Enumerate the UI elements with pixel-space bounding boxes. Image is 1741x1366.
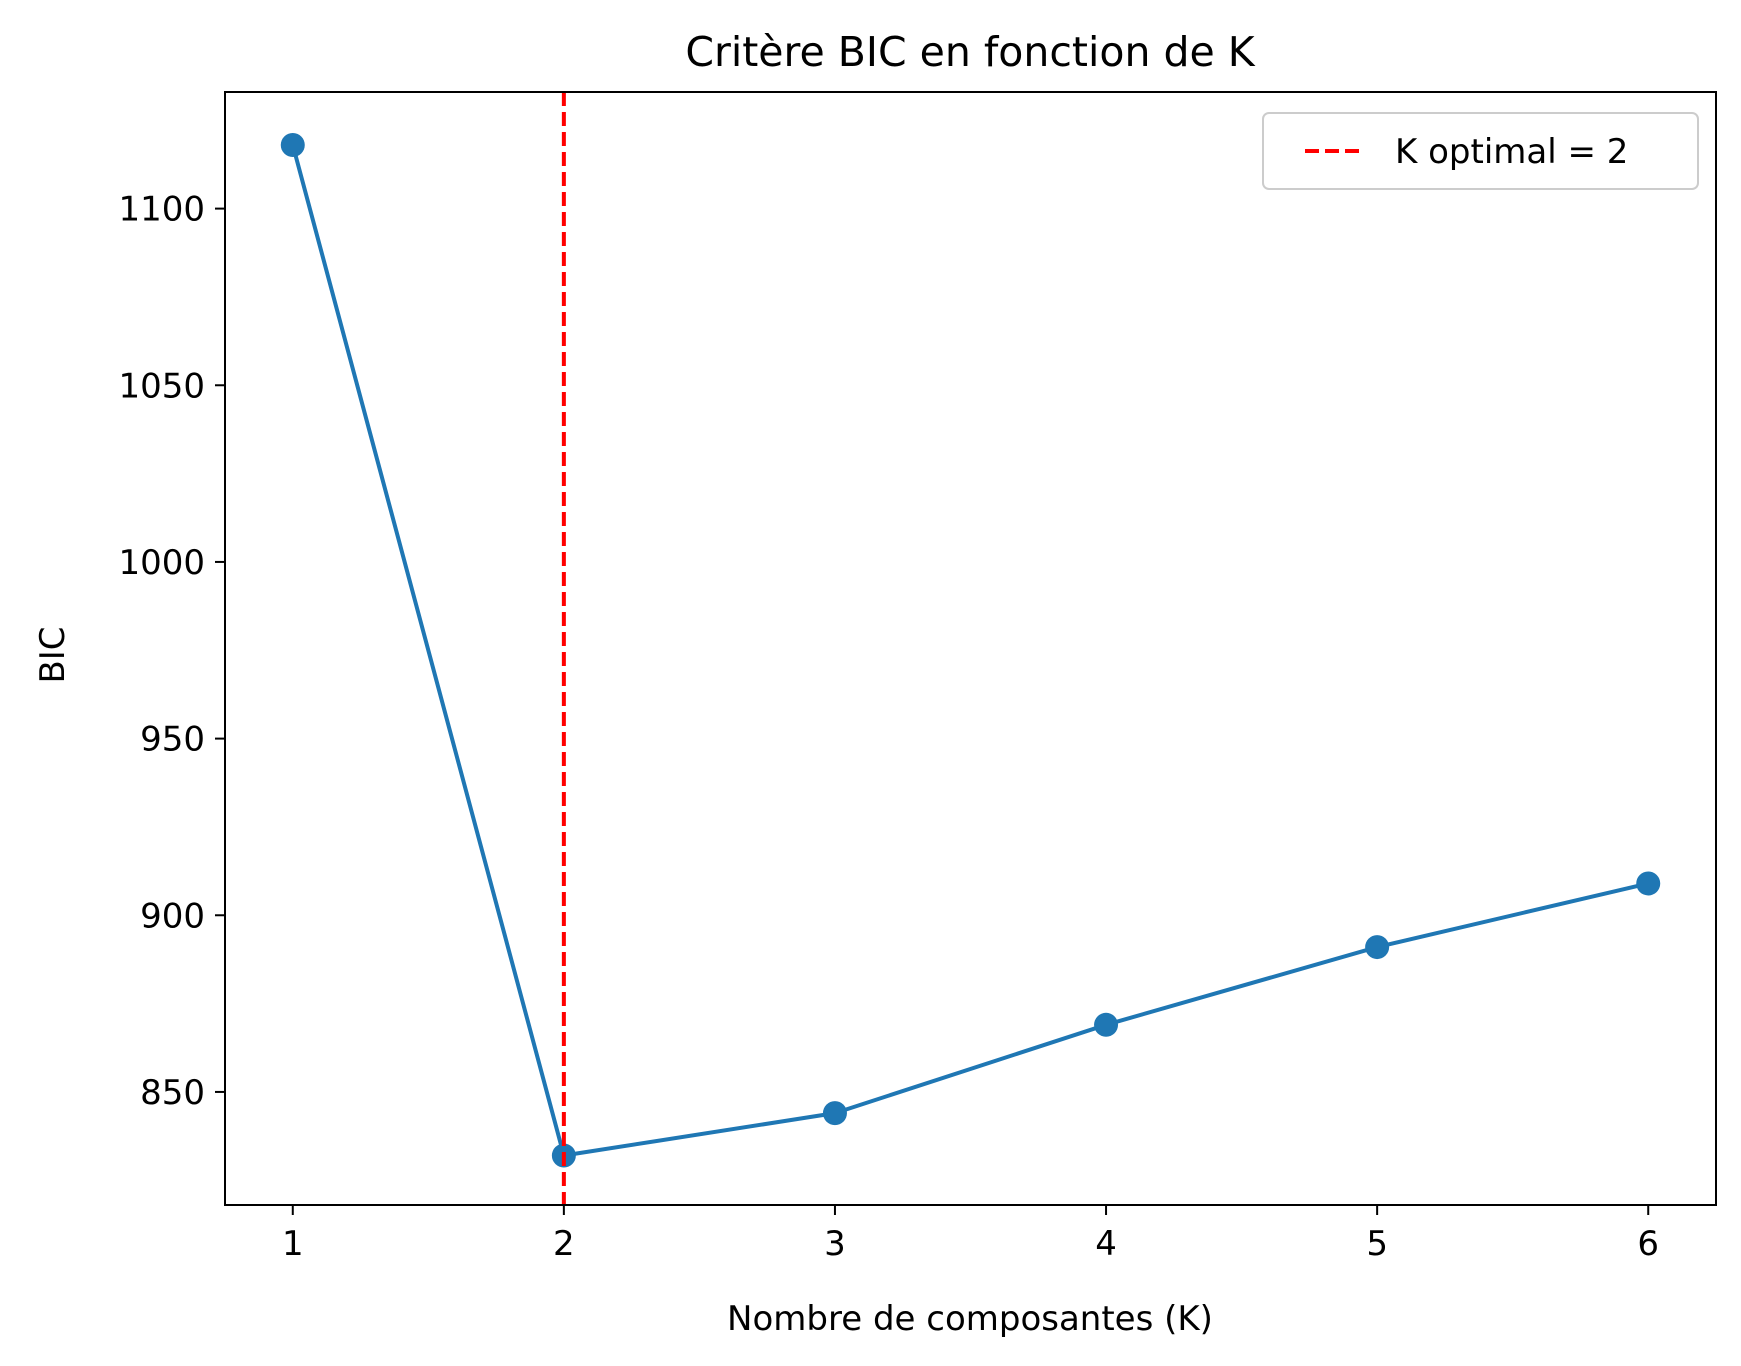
- x-tick-label-4: 4: [1095, 1224, 1117, 1264]
- y-axis-label: BIC: [33, 626, 73, 683]
- y-tick-label-1100: 1100: [118, 190, 205, 230]
- data-point-k5: [1365, 935, 1390, 960]
- data-point-k1: [280, 133, 305, 157]
- plot-frame: [224, 91, 1717, 1206]
- y-tick-label-950: 950: [140, 720, 205, 760]
- x-axis-label: Nombre de composantes (K): [727, 1299, 1213, 1339]
- x-tick-label-3: 3: [824, 1224, 846, 1264]
- data-point-k4: [1094, 1012, 1119, 1037]
- legend-label-k-optimal: K optimal = 2: [1395, 132, 1628, 172]
- x-tick-label-6: 6: [1637, 1224, 1659, 1264]
- y-tick-label-850: 850: [140, 1073, 205, 1113]
- y-tick-label-1050: 1050: [118, 366, 205, 406]
- y-tick-label-1000: 1000: [118, 543, 205, 583]
- x-tick-label-2: 2: [553, 1224, 575, 1264]
- data-point-k3: [822, 1101, 847, 1126]
- axis-ticks: 1 2 3 4 5 6 850 900 950 1000 1050 1100: [118, 190, 1659, 1264]
- y-tick-label-900: 900: [140, 896, 205, 936]
- series-line: [290, 143, 1651, 1158]
- x-tick-label-1: 1: [282, 1224, 304, 1264]
- chart-title: Critère BIC en fonction de K: [685, 28, 1255, 76]
- legend: K optimal = 2: [1262, 112, 1699, 190]
- legend-box: [1262, 112, 1699, 190]
- data-point-k6: [1636, 871, 1661, 896]
- data-layer: [280, 92, 1661, 1205]
- x-tick-label-5: 5: [1366, 1224, 1388, 1264]
